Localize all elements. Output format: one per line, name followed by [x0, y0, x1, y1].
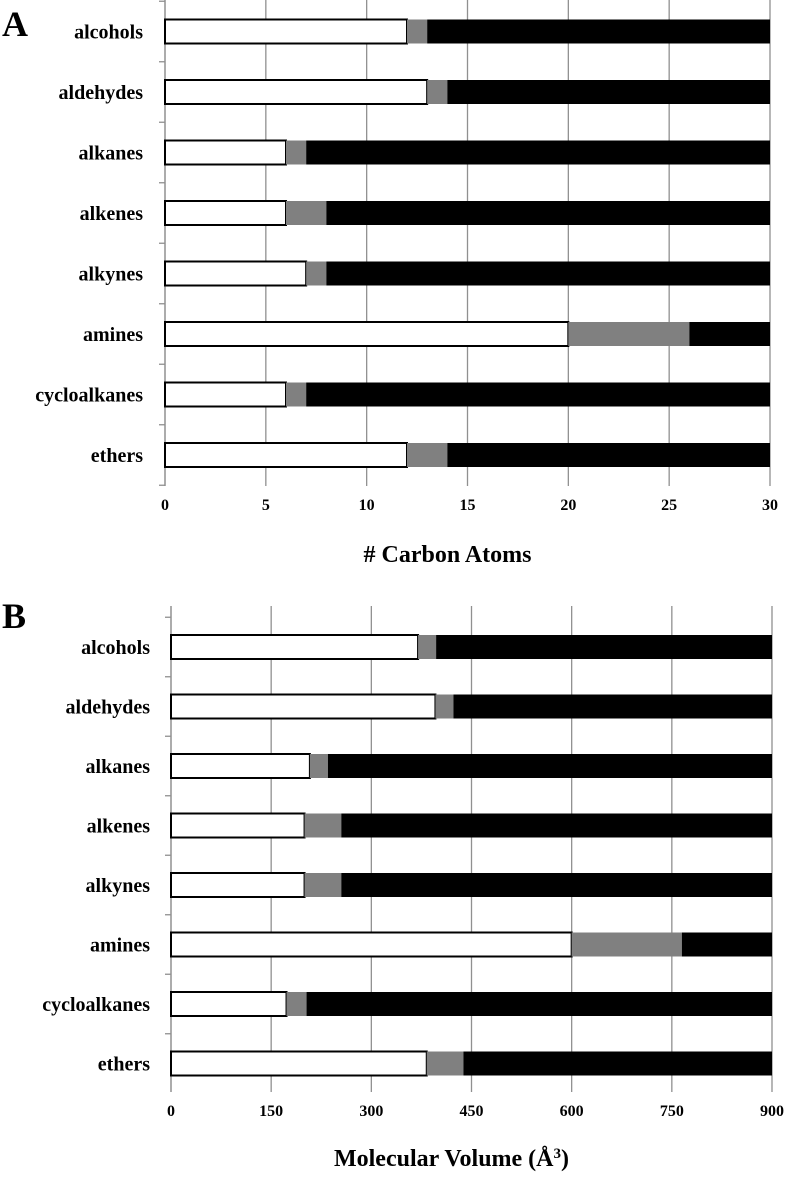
bar-segment: [170, 991, 288, 1017]
category-label: amines: [90, 935, 150, 957]
bar-segment: [304, 813, 342, 838]
bar-segment: [689, 322, 770, 346]
x-tick-label: 25: [661, 497, 677, 514]
x-axis-title: # Carbon Atoms: [363, 542, 531, 568]
bar-segment: [286, 992, 307, 1016]
category-label: alcohols: [81, 637, 150, 659]
bar-segment: [435, 694, 454, 719]
category-label: amines: [83, 324, 143, 346]
x-tick-label: 0: [167, 1103, 175, 1120]
bar-segment: [309, 754, 328, 778]
bar-segment: [164, 139, 287, 166]
x-tick-label: 450: [460, 1103, 484, 1120]
bar-segment: [306, 140, 770, 165]
bar-segment: [407, 19, 428, 44]
bar-segment: [427, 19, 770, 44]
x-tick-label: 5: [262, 497, 270, 514]
x-axis-title: Molecular Volume (Å3): [334, 1146, 569, 1172]
bar-segment: [306, 261, 327, 286]
bar-segment: [326, 201, 770, 225]
bar-segment: [164, 321, 570, 347]
category-label: alkynes: [79, 264, 144, 286]
bar-segment: [341, 873, 772, 897]
bar-segment: [164, 381, 287, 408]
bar-segment: [327, 754, 772, 778]
bar-segment: [170, 812, 306, 839]
bar-segment: [164, 79, 429, 105]
bar-segment: [447, 443, 770, 467]
bar-segment: [681, 932, 772, 957]
x-tick-label: 900: [760, 1103, 784, 1120]
bar-segment: [568, 322, 690, 346]
bar-segment: [453, 694, 772, 719]
bar-segment: [170, 753, 311, 779]
category-label: cycloalkanes: [35, 385, 143, 407]
x-tick-label: 0: [161, 497, 169, 514]
bar-segment: [170, 634, 420, 660]
bar-segment: [170, 1050, 428, 1077]
bar-segment: [286, 201, 327, 225]
x-tick-label: 750: [660, 1103, 684, 1120]
x-tick-label: 300: [359, 1103, 383, 1120]
category-label: alkenes: [87, 816, 151, 838]
category-label: ethers: [98, 1054, 150, 1076]
category-label: alkanes: [86, 756, 151, 778]
bar-segment: [286, 140, 307, 165]
bar-segment: [571, 932, 682, 957]
bar-segment: [164, 260, 308, 287]
bar-segment: [427, 80, 448, 104]
x-tick-label: 10: [359, 497, 375, 514]
category-label: alkanes: [79, 143, 144, 165]
bar-segment: [170, 872, 306, 898]
bar-segment: [164, 442, 408, 468]
category-label: aldehydes: [59, 82, 144, 104]
bar-segment: [447, 80, 770, 104]
category-label: alcohols: [74, 22, 143, 44]
x-tick-label: 150: [259, 1103, 283, 1120]
bar-segment: [286, 382, 307, 407]
bar-segment: [407, 443, 448, 467]
bar-segment: [463, 1051, 772, 1076]
category-label: ethers: [91, 445, 143, 467]
x-tick-label: 20: [560, 497, 576, 514]
bar-segment: [304, 873, 342, 897]
panel-letter: A: [2, 4, 28, 44]
bar-segment: [326, 261, 770, 286]
category-label: cycloalkanes: [42, 994, 150, 1016]
bar-segment: [170, 693, 437, 720]
bar-segment: [306, 992, 772, 1016]
bar-segment: [341, 813, 772, 838]
bar-segment: [170, 931, 573, 958]
bar-segment: [436, 635, 772, 659]
x-tick-label: 600: [560, 1103, 584, 1120]
category-label: alkynes: [86, 875, 151, 897]
bar-segment: [306, 382, 770, 407]
x-tick-label: 15: [460, 497, 476, 514]
category-label: alkenes: [80, 203, 144, 225]
bar-segment: [426, 1051, 464, 1076]
bar-segment: [164, 200, 287, 226]
category-label: aldehydes: [66, 697, 151, 719]
panel-letter: B: [2, 596, 26, 636]
bar-segment: [164, 18, 408, 45]
bar-segment: [418, 635, 437, 659]
x-tick-label: 30: [762, 497, 778, 514]
